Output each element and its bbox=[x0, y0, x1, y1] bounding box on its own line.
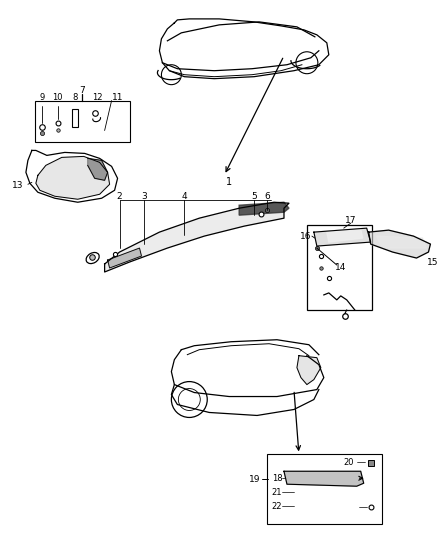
Polygon shape bbox=[239, 202, 289, 215]
Text: 6: 6 bbox=[264, 192, 270, 201]
Polygon shape bbox=[327, 229, 363, 242]
Polygon shape bbox=[297, 356, 321, 385]
Polygon shape bbox=[105, 202, 289, 272]
Polygon shape bbox=[108, 248, 141, 268]
Polygon shape bbox=[36, 156, 110, 199]
Text: 8: 8 bbox=[72, 93, 78, 102]
Text: 22: 22 bbox=[272, 502, 282, 511]
Text: 16: 16 bbox=[300, 232, 312, 240]
Polygon shape bbox=[377, 236, 427, 248]
Text: 1: 1 bbox=[226, 177, 232, 187]
Text: 19: 19 bbox=[249, 475, 261, 484]
Text: 13: 13 bbox=[12, 181, 24, 190]
Bar bbox=[35, 101, 130, 142]
Text: 12: 12 bbox=[92, 93, 103, 102]
Text: 2: 2 bbox=[117, 192, 122, 201]
Text: 18: 18 bbox=[272, 474, 283, 483]
Text: 21: 21 bbox=[272, 488, 282, 497]
Polygon shape bbox=[314, 228, 371, 246]
Text: 10: 10 bbox=[53, 93, 63, 102]
Bar bbox=[72, 109, 78, 126]
Bar bbox=[267, 454, 381, 524]
Ellipse shape bbox=[86, 253, 99, 264]
Polygon shape bbox=[369, 230, 431, 258]
Text: 3: 3 bbox=[141, 192, 147, 201]
Text: 11: 11 bbox=[112, 93, 124, 102]
Text: 17: 17 bbox=[345, 216, 357, 225]
Text: 7: 7 bbox=[79, 86, 85, 95]
Text: 20: 20 bbox=[343, 458, 354, 467]
Text: 4: 4 bbox=[181, 192, 187, 201]
Polygon shape bbox=[284, 471, 364, 486]
Polygon shape bbox=[88, 158, 108, 180]
Text: 15: 15 bbox=[427, 257, 438, 266]
Bar bbox=[307, 225, 372, 310]
Text: 9: 9 bbox=[39, 93, 45, 102]
Text: 14: 14 bbox=[335, 263, 346, 272]
Text: 5: 5 bbox=[251, 192, 257, 201]
